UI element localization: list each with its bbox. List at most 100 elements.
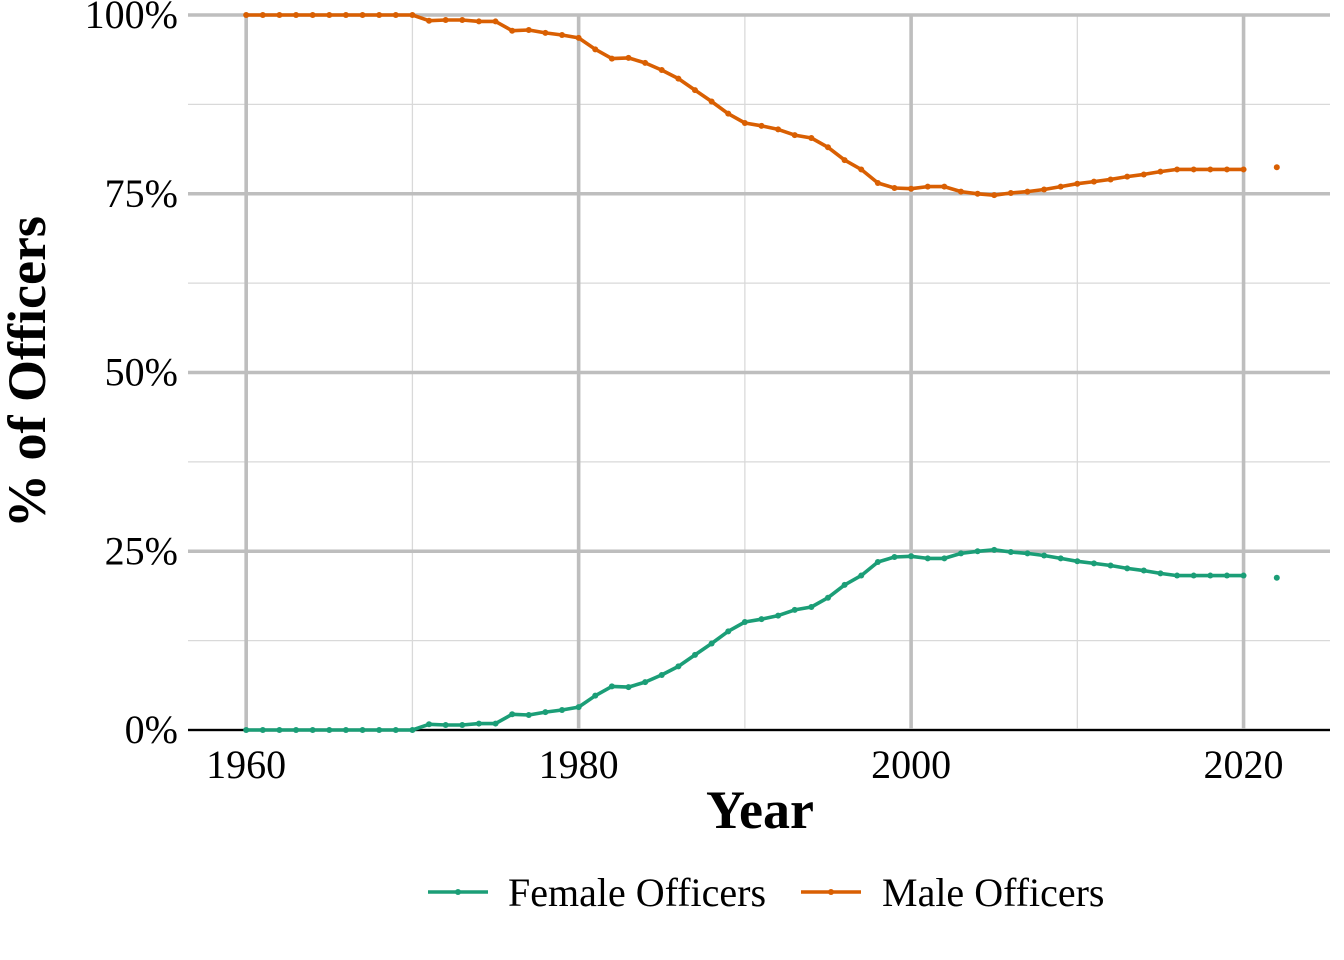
female-officers-point (608, 683, 615, 690)
female-officers-point (957, 550, 964, 557)
female-officers-point (858, 572, 865, 579)
male-officers-point (376, 12, 383, 18)
female-officers-point (392, 727, 399, 733)
male-officers-point (841, 157, 848, 164)
male-officers-point (1240, 166, 1247, 173)
male-officers-point (1107, 176, 1114, 183)
female-officers-point (575, 704, 582, 711)
male-officers-legend-key-point (828, 889, 834, 895)
male-officers-point (741, 119, 748, 126)
female-officers-point (1140, 567, 1147, 574)
major-gridlines (188, 13, 1330, 732)
male-officers-point (658, 67, 665, 74)
female-officers-point (1057, 555, 1064, 562)
series-layer (243, 12, 1280, 733)
y-tick-label: 0% (125, 707, 178, 752)
male-officers-point (459, 17, 466, 24)
y-tick-label: 100% (85, 0, 178, 37)
female-officers-point (924, 555, 931, 562)
male-officers-point (957, 188, 964, 195)
x-axis-title: Year (706, 780, 814, 840)
male-officers-point (791, 132, 798, 139)
male-officers-point (1223, 166, 1230, 173)
male-officers-point (1157, 168, 1164, 175)
female-officers-point (326, 727, 333, 733)
male-officers-point (575, 34, 582, 41)
male-officers-point (1057, 183, 1064, 190)
x-tick-label: 1980 (539, 742, 619, 787)
male-officers-point (891, 185, 898, 192)
female-officers-point (459, 721, 466, 728)
female-officers-point (492, 720, 499, 727)
male-officers-point (1090, 178, 1097, 185)
male-officers-point (409, 12, 416, 18)
male-officers-point (758, 122, 765, 129)
female-officers-point (342, 727, 349, 733)
female-officers-point (658, 671, 665, 678)
x-tick-label: 2000 (871, 742, 951, 787)
y-tick-labels: 0% 25% 50% 75% 100% (85, 0, 178, 752)
female-officers-point (1124, 565, 1131, 572)
x-tick-label: 2020 (1204, 742, 1284, 787)
male-officers-point (342, 12, 349, 18)
male-officers-point (858, 166, 865, 173)
female-officers-point (642, 679, 649, 686)
male-officers-point (442, 17, 449, 24)
male-officers-point (1140, 171, 1147, 178)
male-officers-point (675, 75, 682, 82)
male-officers-point (359, 12, 366, 18)
female-officers-point (1090, 560, 1097, 567)
male-officers-point (392, 12, 399, 18)
female-officers-point (525, 711, 532, 718)
female-officers-point (592, 692, 599, 699)
female-officers-point (276, 727, 283, 733)
female-officers-point (442, 721, 449, 728)
female-officers-point (426, 721, 433, 728)
female-officers-point (376, 727, 383, 733)
female-officers-point (1107, 562, 1114, 569)
female-officers-point (991, 546, 998, 553)
male-officers-point (1007, 190, 1014, 197)
female-officers-point (841, 581, 848, 588)
male-officers-point (824, 144, 831, 151)
female-officers-point (824, 594, 831, 601)
male-officers-point (941, 183, 948, 190)
male-officers-point (1273, 164, 1280, 171)
female-officers-point (1207, 572, 1214, 579)
female-officers-point (1024, 550, 1031, 557)
minor-gridlines (188, 15, 1330, 730)
y-tick-label: 50% (105, 350, 178, 395)
female-officers-point (1190, 572, 1197, 579)
male-officers-point (259, 12, 266, 18)
male-officers-point (1124, 173, 1131, 180)
male-officers-point (692, 87, 699, 94)
male-officers-point (708, 98, 715, 105)
female-officers-point (725, 628, 732, 635)
female-officers-point (1157, 570, 1164, 577)
female-officers-point (409, 727, 416, 733)
female-officers-point (309, 727, 316, 733)
female-officers-point (243, 727, 250, 733)
female-officers-point (1174, 572, 1181, 579)
male-officers-point (924, 183, 931, 190)
female-officers-point (874, 558, 881, 565)
male-officers-point (908, 185, 915, 192)
female-officers-point (908, 553, 915, 560)
female-officers-point (791, 606, 798, 613)
male-officers-point (991, 192, 998, 199)
male-officers-point (276, 12, 283, 18)
male-officers-point (475, 18, 482, 25)
legend: Female Officers Male Officers (428, 870, 1105, 915)
male-officers-point (525, 27, 532, 34)
female-officers-point (692, 651, 699, 658)
male-officers-point (1174, 166, 1181, 173)
y-tick-label: 25% (105, 528, 178, 573)
male-officers-point (243, 12, 250, 18)
female-officers-point (625, 684, 632, 691)
female-officers-legend-key-point (455, 889, 461, 895)
male-officers-point (542, 29, 549, 36)
male-officers-point (1074, 180, 1081, 187)
female-officers-point (708, 640, 715, 647)
x-tick-labels: 1960 1980 2000 2020 (206, 742, 1283, 787)
